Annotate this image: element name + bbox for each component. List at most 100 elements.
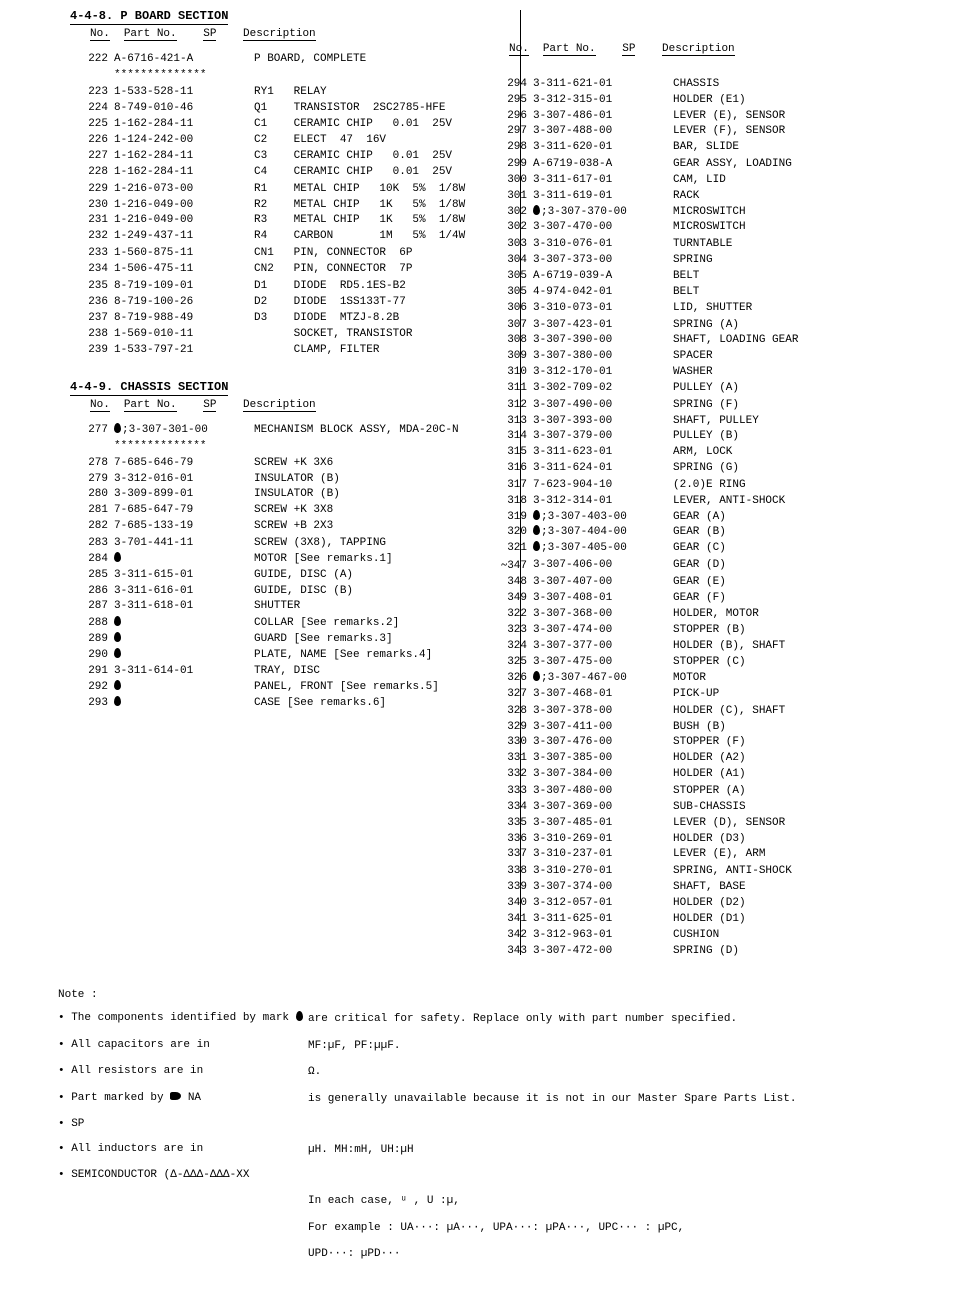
ref-no: 293 bbox=[70, 696, 114, 711]
parts-row: 3153-311-623-01ARM, LOCK bbox=[489, 445, 884, 460]
ref-no: 331 bbox=[489, 751, 533, 766]
ref-no: 290 bbox=[70, 648, 114, 663]
parts-row: 2827-685-133-19SCREW +B 2X3 bbox=[70, 519, 465, 534]
part-no: 3-311-615-01 bbox=[114, 568, 234, 583]
notes-title: Note : bbox=[58, 988, 896, 1003]
ref-no: 309 bbox=[489, 349, 533, 364]
description: PANEL, FRONT [See remarks.5] bbox=[254, 680, 465, 695]
description: RY1 RELAY bbox=[254, 85, 465, 100]
description: BELT bbox=[673, 269, 884, 284]
parts-row: 2248-749-010-46Q1 TRANSISTOR 2SC2785-HFE bbox=[70, 101, 465, 116]
part-no: 1-560-875-11 bbox=[114, 246, 234, 261]
ref-no: 335 bbox=[489, 816, 533, 831]
ref-no: 292 bbox=[70, 680, 114, 695]
parts-row: 3003-311-617-01CAM, LID bbox=[489, 173, 884, 188]
description: SPRING, ANTI-SHOCK bbox=[673, 864, 884, 879]
description: BELT bbox=[673, 285, 884, 300]
part-no: ;3-307-404-00 bbox=[541, 526, 627, 538]
safety-icon bbox=[114, 552, 121, 562]
safety-icon bbox=[114, 696, 121, 706]
description: ARM, LOCK bbox=[673, 445, 884, 460]
part-no: 3-307-384-00 bbox=[533, 767, 653, 782]
description: GUARD [See remarks.3] bbox=[254, 632, 465, 647]
ref-no: 282 bbox=[70, 519, 114, 534]
ref-no: 327 bbox=[489, 687, 533, 702]
parts-row: 2331-560-875-11CN1 PIN, CONNECTOR 6P bbox=[70, 246, 465, 261]
ref-no: 296 bbox=[489, 109, 533, 124]
ref-no: 310 bbox=[489, 365, 533, 380]
description: D3 DIODE MTZJ-8.2B bbox=[254, 311, 465, 326]
parts-row: 2983-311-620-01BAR, SLIDE bbox=[489, 140, 884, 155]
description: (2.0)E RING bbox=[673, 478, 884, 493]
description: MICROSWITCH bbox=[673, 205, 884, 220]
ref-no: 317 bbox=[489, 478, 533, 493]
ref-no: 322 bbox=[489, 607, 533, 622]
remark: [See remarks.4] bbox=[333, 649, 432, 661]
ref-no: 283 bbox=[70, 536, 114, 551]
ref-no: 297 bbox=[489, 124, 533, 139]
parts-row: 3403-312-057-01HOLDER (D2) bbox=[489, 896, 884, 911]
ref-no: 307 bbox=[489, 318, 533, 333]
description: SPRING (A) bbox=[673, 318, 884, 333]
note-line: • The components identified by mark are … bbox=[58, 1011, 896, 1028]
ref-no: 227 bbox=[70, 149, 114, 164]
note-line: • All resistors are inΩ. bbox=[58, 1064, 896, 1081]
part-no: 3-307-390-00 bbox=[533, 333, 653, 348]
part-no: 8-749-010-46 bbox=[114, 101, 234, 116]
part-no: ;3-307-467-00 bbox=[541, 672, 627, 684]
ref-no: 286 bbox=[70, 584, 114, 599]
description: GUIDE, DISC (A) bbox=[254, 568, 465, 583]
ref-no: 287 bbox=[70, 599, 114, 614]
ref-no: 348 bbox=[489, 575, 533, 590]
ref-no: 337 bbox=[489, 847, 533, 862]
part-no: 3-307-423-01 bbox=[533, 318, 653, 333]
description: P BOARD, COMPLETE bbox=[254, 52, 465, 67]
part-no: ;3-307-370-00 bbox=[541, 206, 627, 218]
ref-no: 281 bbox=[70, 503, 114, 518]
description: MOTOR bbox=[673, 671, 884, 686]
part-no: 3-307-374-00 bbox=[533, 880, 653, 895]
ref-no: 230 bbox=[70, 198, 114, 213]
ref-no: 347 bbox=[507, 560, 527, 572]
ref-no: 330 bbox=[489, 735, 533, 750]
description: GEAR (A) bbox=[673, 510, 884, 525]
ref-no: 304 bbox=[489, 253, 533, 268]
part-no: A-6719-039-A bbox=[533, 269, 653, 284]
part-no: 3-307-408-01 bbox=[533, 591, 653, 606]
part-no: 3-307-377-00 bbox=[533, 639, 653, 654]
parts-row: 2873-311-618-01SHUTTER bbox=[70, 599, 465, 614]
part-no: 3-312-170-01 bbox=[533, 365, 653, 380]
part-no: 3-307-470-00 bbox=[533, 220, 653, 235]
parts-row: 302 3-307-470-00MICROSWITCH bbox=[489, 220, 884, 235]
part-no: 3-307-474-00 bbox=[533, 623, 653, 638]
note-line: • All inductors are inµH. MH:mH, UH:µH bbox=[58, 1142, 896, 1159]
ref-no: 333 bbox=[489, 784, 533, 799]
description bbox=[254, 68, 465, 83]
parts-row: 2321-249-437-11R4 CARBON 1M 5% 1/4W bbox=[70, 229, 465, 244]
part-no: 7-685-133-19 bbox=[114, 519, 234, 534]
parts-row: 3433-307-472-00SPRING (D) bbox=[489, 944, 884, 959]
description: LEVER (E), SENSOR bbox=[673, 109, 884, 124]
ref-no: 239 bbox=[70, 343, 114, 358]
part-no: 3-307-475-00 bbox=[533, 655, 653, 670]
description: SPACER bbox=[673, 349, 884, 364]
note-line: • SP bbox=[58, 1117, 896, 1132]
ref-no: 223 bbox=[70, 85, 114, 100]
description: SHAFT, PULLEY bbox=[673, 414, 884, 429]
ref-no: 302 bbox=[489, 205, 533, 220]
parts-row: 2281-162-284-11C4 CERAMIC CHIP 0.01 25V bbox=[70, 165, 465, 180]
ref-no: 339 bbox=[489, 880, 533, 895]
description: TURNTABLE bbox=[673, 237, 884, 252]
ref-no: 232 bbox=[70, 229, 114, 244]
description: C1 CERAMIC CHIP 0.01 25V bbox=[254, 117, 465, 132]
description: SHUTTER bbox=[254, 599, 465, 614]
description: R2 METAL CHIP 1K 5% 1/8W bbox=[254, 198, 465, 213]
ref-no: 318 bbox=[489, 494, 533, 509]
parts-row: 2817-685-647-79SCREW +K 3X8 bbox=[70, 503, 465, 518]
ref-no: 229 bbox=[70, 182, 114, 197]
parts-row: 290PLATE, NAME [See remarks.4] bbox=[70, 648, 465, 663]
description: STOPPER (C) bbox=[673, 655, 884, 670]
description: R1 METAL CHIP 10K 5% 1/8W bbox=[254, 182, 465, 197]
parts-row: 3363-310-269-01HOLDER (D3) bbox=[489, 832, 884, 847]
parts-row: 3293-307-411-00BUSH (B) bbox=[489, 720, 884, 735]
